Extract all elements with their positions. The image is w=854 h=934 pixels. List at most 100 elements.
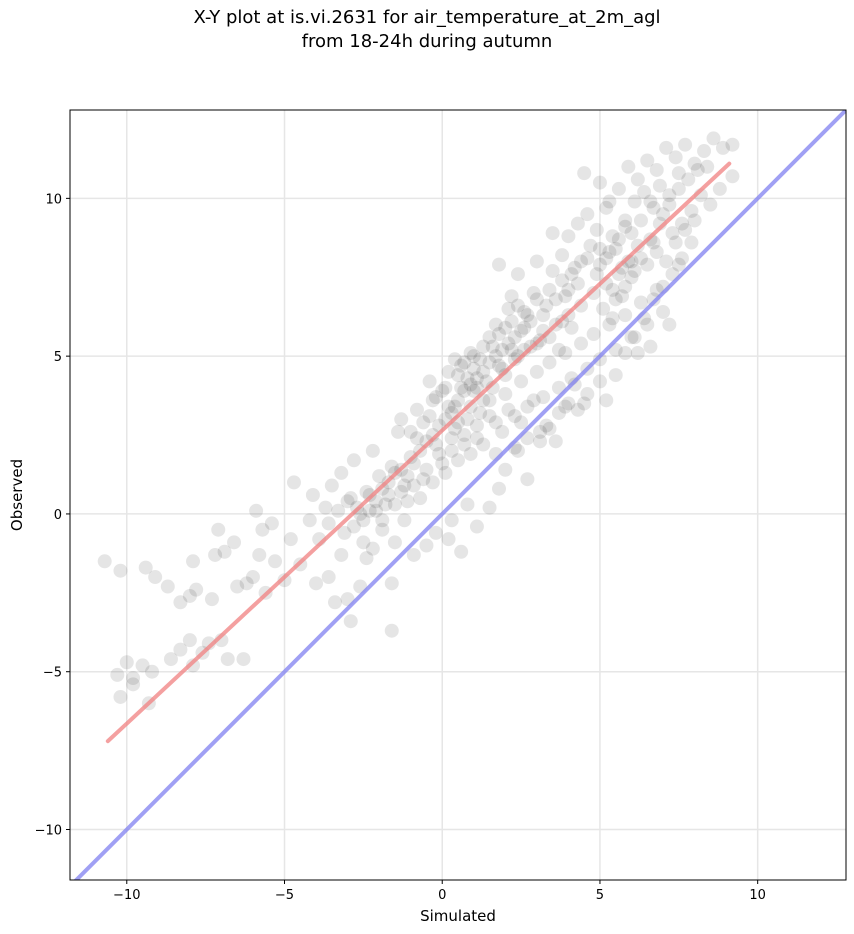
data-point — [558, 345, 573, 360]
data-point — [514, 323, 529, 338]
data-point — [536, 308, 551, 323]
data-point — [416, 415, 431, 430]
plot-frame — [69, 109, 847, 881]
data-point — [545, 226, 560, 241]
data-point — [463, 446, 478, 461]
data-point — [444, 431, 459, 446]
data-point — [668, 235, 683, 250]
data-point — [621, 159, 636, 174]
data-point — [671, 181, 686, 196]
data-point — [482, 330, 497, 345]
data-point — [533, 434, 548, 449]
data-point — [523, 314, 538, 329]
data-point — [302, 513, 317, 528]
data-point — [608, 368, 623, 383]
data-point — [507, 330, 522, 345]
data-point — [454, 380, 469, 395]
data-point — [441, 364, 456, 379]
data-point — [482, 409, 497, 424]
data-point — [526, 286, 541, 301]
data-point — [627, 194, 642, 209]
data-point — [630, 172, 645, 187]
data-point — [570, 276, 585, 291]
data-point — [400, 469, 415, 484]
data-point — [498, 368, 513, 383]
x-tick-label: 10 — [749, 888, 766, 903]
data-point — [419, 538, 434, 553]
data-point — [138, 560, 153, 575]
data-point — [255, 522, 270, 537]
data-point — [592, 175, 607, 190]
data-point — [476, 364, 491, 379]
data-point — [618, 308, 633, 323]
data-point — [457, 383, 472, 398]
data-point — [665, 226, 680, 241]
data-point — [611, 181, 626, 196]
data-point — [510, 267, 525, 282]
data-point — [488, 317, 503, 332]
data-point — [428, 390, 443, 405]
data-point — [627, 330, 642, 345]
data-point — [359, 551, 374, 566]
data-point — [413, 491, 428, 506]
data-point — [725, 169, 740, 184]
data-point — [574, 336, 589, 351]
data-point — [618, 345, 633, 360]
data-point — [365, 541, 380, 556]
data-point — [504, 289, 519, 304]
x-tick-label: −5 — [275, 888, 294, 903]
data-point — [526, 393, 541, 408]
data-point — [463, 377, 478, 392]
y-axis-label: Observed — [8, 459, 26, 531]
data-point — [627, 263, 642, 278]
data-point — [640, 257, 655, 272]
data-point — [640, 153, 655, 168]
data-point — [621, 254, 636, 269]
data-point — [391, 424, 406, 439]
data-point — [482, 355, 497, 370]
data-point — [113, 563, 128, 578]
data-point — [529, 364, 544, 379]
data-point — [542, 355, 557, 370]
data-point — [592, 352, 607, 367]
data-point — [659, 254, 674, 269]
data-point — [589, 222, 604, 237]
data-point — [305, 488, 320, 502]
data-point — [397, 478, 412, 493]
data-point — [548, 434, 563, 449]
data-point — [618, 213, 633, 228]
data-point — [163, 652, 178, 667]
data-point — [372, 469, 387, 484]
data-point — [469, 431, 484, 446]
data-point — [217, 544, 232, 559]
identity-line — [73, 110, 846, 880]
data-point — [662, 317, 677, 332]
data-point — [545, 263, 560, 278]
data-point — [334, 547, 349, 562]
data-point — [356, 535, 371, 550]
data-point — [567, 377, 582, 392]
data-point — [148, 570, 163, 585]
data-point — [643, 194, 658, 209]
data-point — [447, 421, 462, 436]
data-point — [725, 137, 740, 152]
fit-line — [105, 161, 732, 744]
data-point — [678, 222, 693, 237]
data-point — [510, 349, 525, 364]
data-point — [558, 289, 573, 304]
data-point — [416, 472, 431, 487]
data-point — [208, 547, 223, 562]
data-point — [476, 437, 491, 452]
data-point — [327, 595, 342, 610]
data-point — [356, 513, 371, 528]
data-point — [529, 254, 544, 269]
data-point — [245, 570, 260, 585]
data-point — [674, 251, 689, 266]
data-point — [687, 156, 702, 171]
data-point — [605, 282, 620, 297]
data-point — [321, 516, 336, 531]
data-point — [365, 443, 380, 458]
data-point — [520, 399, 535, 414]
data-point — [110, 667, 125, 682]
data-point — [501, 301, 516, 316]
